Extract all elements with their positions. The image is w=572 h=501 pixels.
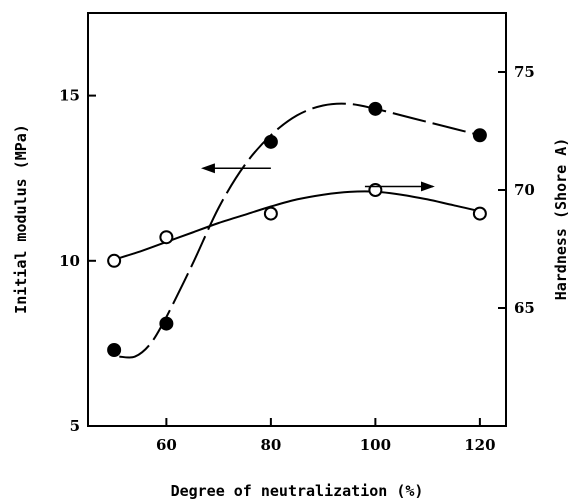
- x-tick-label: 60: [156, 436, 177, 454]
- hardness-point: [263, 206, 278, 221]
- modulus-point: [472, 128, 487, 143]
- modulus-point: [159, 316, 174, 331]
- series-curve-hardness: [113, 190, 481, 261]
- x-tick-label: 80: [260, 436, 281, 454]
- y-axis-left-title: Initial modulus (MPa): [12, 124, 30, 314]
- y-right-tick-label: 75: [514, 63, 535, 81]
- x-tick-label: 100: [360, 436, 391, 454]
- series-curve-modulus: [119, 102, 481, 359]
- hardness-point: [472, 206, 487, 221]
- y-axis-right-title: Hardness (Shore A): [552, 138, 570, 301]
- hardness-point: [159, 230, 174, 245]
- y-left-tick-label: 5: [70, 417, 80, 435]
- y-right-tick-label: 65: [514, 299, 535, 317]
- y-left-tick-label: 15: [59, 87, 80, 105]
- y-right-tick-label: 70: [514, 181, 535, 199]
- x-axis-title: Degree of neutralization (%): [171, 482, 424, 500]
- y-left-tick-label: 10: [59, 252, 80, 270]
- hardness-point: [107, 253, 122, 268]
- modulus-point: [368, 101, 383, 116]
- x-tick-label: 120: [464, 436, 495, 454]
- plot-frame: [87, 12, 507, 427]
- modulus-point: [107, 343, 122, 358]
- modulus-point: [263, 134, 278, 149]
